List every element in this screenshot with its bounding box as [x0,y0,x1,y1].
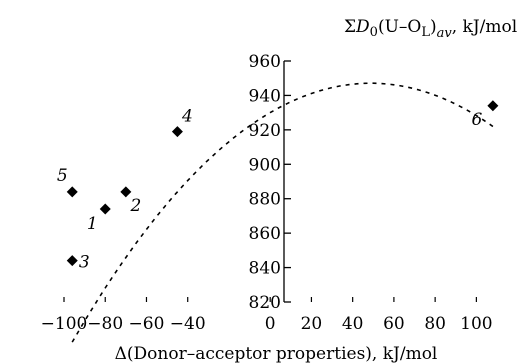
y-tick-label: 880 [249,190,281,210]
y-tick-label: 840 [249,259,281,279]
x-tick-label: 100 [460,314,492,334]
y-tick-label: 960 [249,52,281,72]
point-label: 1 [87,214,98,234]
x-ticks: −100 −80 −60 −40 0 20 40 60 80 100 [41,297,493,334]
x-axis-title: Δ(Donor–acceptor properties), kJ/mol [115,344,438,364]
data-point [66,186,78,198]
data-points: 1 2 3 4 5 6 [57,100,499,273]
y-title-subav: av [437,26,453,41]
y-title-prefix: Σ [344,17,356,37]
x-tick-label: 20 [301,314,323,334]
y-title-sub0: 0 [370,25,378,40]
point-label: 6 [471,110,482,130]
y-title-symbol: D [355,17,370,37]
x-tick-label: 40 [342,314,364,334]
data-point [99,203,111,215]
y-tick-label: 820 [249,293,281,313]
y-title-inner: (U–O [378,17,421,37]
fit-curve [71,82,494,343]
y-title-subL: L [421,25,430,40]
point-label: 5 [57,166,68,186]
point-label: 3 [79,253,90,273]
data-point [66,255,78,267]
y-tick-label: 920 [249,121,281,141]
y-ticks: 820 840 860 880 900 920 940 960 [249,52,291,313]
y-tick-label: 860 [249,224,281,244]
x-tick-label: 60 [383,314,405,334]
point-label: 4 [181,107,193,127]
y-axis: 820 840 860 880 900 920 940 960 [249,52,291,313]
y-tick-label: 900 [249,155,281,175]
y-title-unit: , kJ/mol [452,17,517,37]
x-tick-label: −100 [41,314,88,334]
data-point [120,186,132,198]
y-title-close: ) [430,17,437,37]
x-tick-label: 0 [265,314,276,334]
y-tick-label: 940 [249,86,281,106]
x-axis: −100 −80 −60 −40 0 20 40 60 80 100 [41,297,493,334]
x-tick-label: −80 [87,314,123,334]
y-axis-title: ΣD0(U–OL)av, kJ/mol [344,17,517,41]
point-label: 2 [129,196,141,216]
x-tick-label: −60 [129,314,165,334]
x-tick-label: −40 [170,314,206,334]
data-point [171,126,183,138]
data-point [487,100,499,112]
x-tick-label: 80 [424,314,446,334]
